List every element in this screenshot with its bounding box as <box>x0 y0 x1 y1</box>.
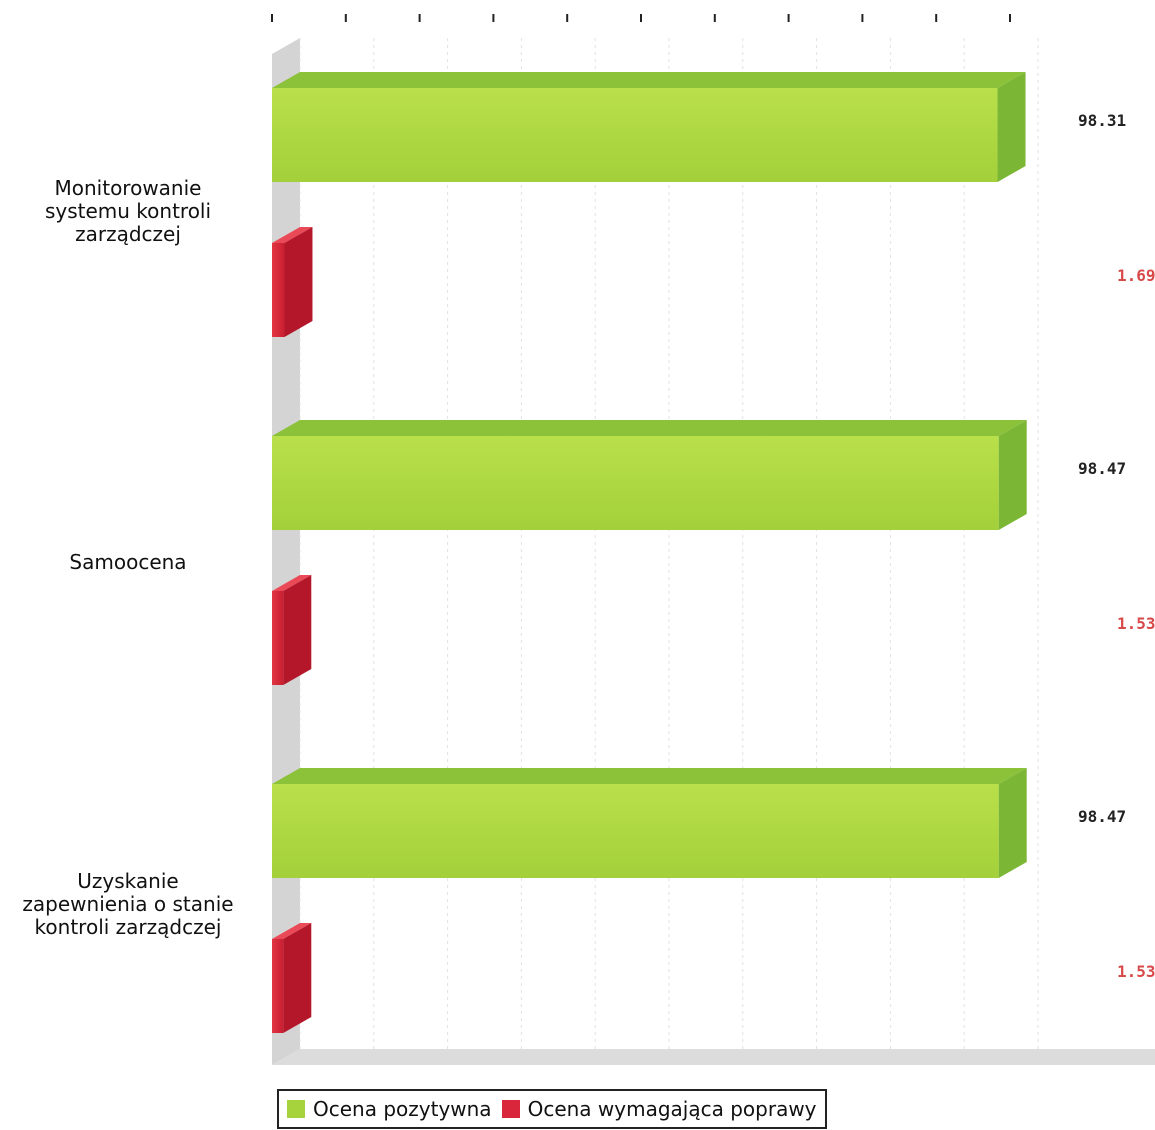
bar-positive-top <box>272 420 1027 436</box>
bar-needs-improvement-side <box>284 227 313 337</box>
data-label-needs-improvement: 1.53 <box>1117 962 1155 981</box>
data-label-positive: 98.47 <box>1078 807 1126 826</box>
legend-swatch-needs-improvement <box>501 1100 520 1118</box>
chart-plot: 98.31 1.69 98.47 1.53 98.47 1.53 <box>271 14 1155 1065</box>
legend: Ocena pozytywna Ocena wymagająca poprawy <box>277 1089 827 1129</box>
bar-needs-improvement-side <box>283 575 312 685</box>
data-label-needs-improvement: 1.69 <box>1117 266 1155 285</box>
category-label: Monitorowanie systemu kontroli zarządcze… <box>44 176 212 246</box>
bar-positive-top <box>272 72 1026 88</box>
legend-swatch-positive <box>287 1100 305 1118</box>
bar-needs-improvement-side <box>283 923 312 1033</box>
bar-needs-improvement-front <box>272 939 284 1033</box>
data-label-positive: 98.47 <box>1078 459 1126 478</box>
category-label: Samoocena <box>69 550 187 574</box>
bar-positive-front <box>272 88 998 182</box>
left-wall <box>272 38 300 1065</box>
bar-positive-side <box>997 72 1026 182</box>
data-label-positive: 98.31 <box>1078 111 1126 130</box>
legend-item-positive: Ocena pozytywna <box>287 1097 492 1121</box>
bar-needs-improvement-top <box>272 575 312 591</box>
bar-needs-improvement-top <box>272 227 313 243</box>
legend-item-needs-improvement: Ocena wymagająca poprawy <box>501 1097 817 1121</box>
data-label-needs-improvement: 1.53 <box>1117 614 1155 633</box>
bar-positive-side <box>998 768 1027 878</box>
bar-positive-side <box>998 420 1027 530</box>
bar-needs-improvement-front <box>272 243 285 337</box>
legend-label-positive: Ocena pozytywna <box>313 1097 492 1121</box>
category-label: Uzyskanie zapewnienia o stanie kontroli … <box>22 869 234 939</box>
floor <box>272 1049 1155 1065</box>
bar-needs-improvement-front <box>272 591 284 685</box>
bar-positive-front <box>272 784 999 878</box>
bar-needs-improvement-top <box>272 923 312 939</box>
legend-label-needs-improvement: Ocena wymagająca poprawy <box>527 1097 817 1121</box>
bar-positive-top <box>272 768 1027 784</box>
bar-positive-front <box>272 436 999 530</box>
